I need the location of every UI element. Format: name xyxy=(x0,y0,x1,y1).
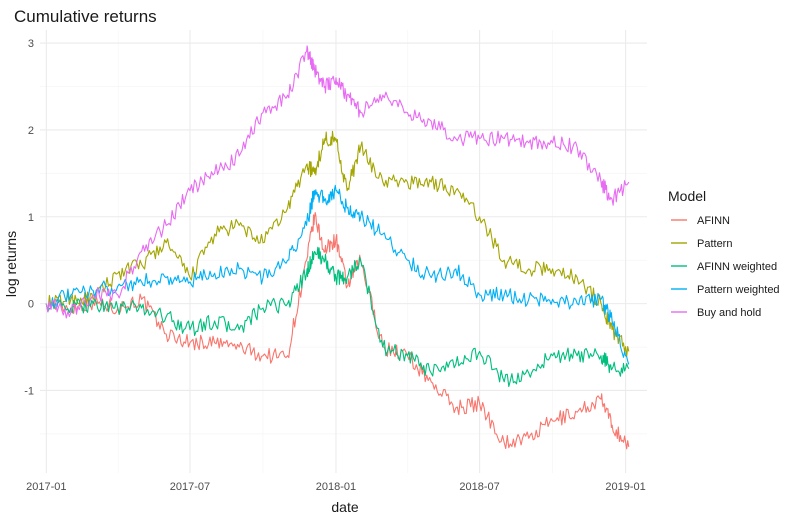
legend-title: Model xyxy=(668,188,706,204)
legend-label: Pattern xyxy=(697,238,732,250)
x-tick-label: 2017-07 xyxy=(170,481,210,493)
series-line-afinn-weighted xyxy=(45,246,630,388)
legend-label: AFINN xyxy=(697,215,730,227)
series-lines xyxy=(45,45,630,450)
legend-label: AFINN weighted xyxy=(697,261,777,273)
y-tick-label: 3 xyxy=(28,38,34,50)
legend-label: Buy and hold xyxy=(697,307,761,319)
series-line-pattern xyxy=(45,130,630,357)
y-tick-labels: -1 0 1 2 3 xyxy=(24,38,34,397)
x-axis-title: date xyxy=(331,499,358,515)
series-line-pattern-weighted xyxy=(45,184,630,365)
x-tick-label: 2018-07 xyxy=(459,481,499,493)
major-gridlines xyxy=(40,30,647,473)
y-tick-label: 0 xyxy=(28,299,34,311)
x-tick-label: 2019-01 xyxy=(605,481,645,493)
minor-gridlines xyxy=(40,30,647,473)
y-axis-title: log returns xyxy=(3,231,19,297)
x-tick-labels: 2017-01 2017-07 2018-01 2018-07 2019-01 xyxy=(26,481,646,493)
y-tick-label: 1 xyxy=(28,212,34,224)
y-tick-label: 2 xyxy=(28,125,34,137)
legend-label: Pattern weighted xyxy=(697,284,780,296)
x-tick-label: 2018-01 xyxy=(316,481,356,493)
x-tick-label: 2017-01 xyxy=(26,481,66,493)
legend: Model AFINN Pattern AFINN weighted Pattern … xyxy=(668,188,780,319)
y-tick-label: -1 xyxy=(24,385,34,397)
series-line-buy-and-hold xyxy=(45,45,630,319)
series-line-afinn xyxy=(45,212,630,450)
chart-title: Cumulative returns xyxy=(14,7,157,26)
